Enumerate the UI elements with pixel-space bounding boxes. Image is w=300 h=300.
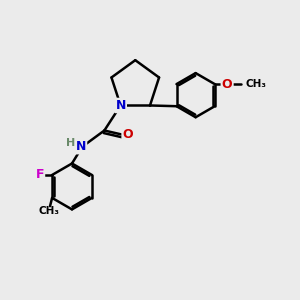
Text: CH₃: CH₃: [38, 206, 59, 216]
Text: O: O: [123, 128, 133, 141]
Text: N: N: [116, 99, 126, 112]
Text: F: F: [35, 169, 44, 182]
Text: H: H: [67, 138, 76, 148]
Text: N: N: [76, 140, 86, 153]
Text: CH₃: CH₃: [246, 79, 267, 89]
Text: O: O: [222, 78, 232, 91]
